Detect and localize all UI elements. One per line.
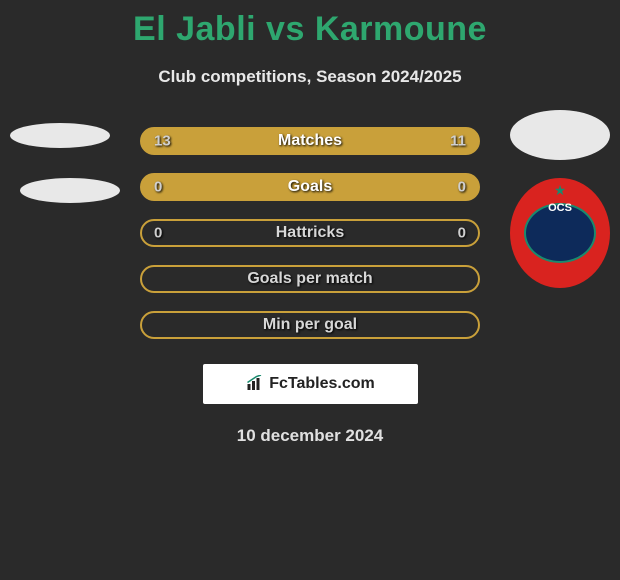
stat-row-matches: 13 Matches 11 — [140, 127, 480, 155]
stat-label: Goals per match — [247, 270, 372, 288]
stat-row-goals-per-match: Goals per match — [140, 265, 480, 293]
club-star-icon: ★ — [554, 182, 567, 199]
stat-label: Matches — [278, 132, 342, 150]
stat-row-hattricks: 0 Hattricks 0 — [140, 219, 480, 247]
vs-text: vs — [266, 10, 305, 48]
club-logo-ocs: ★ OCS — [510, 178, 610, 288]
stat-label: Min per goal — [263, 316, 357, 334]
stat-right-value: 0 — [458, 225, 466, 242]
brand-badge[interactable]: FcTables.com — [203, 364, 418, 404]
stat-right-value: 0 — [458, 179, 466, 196]
club-badge-text: OCS — [548, 202, 572, 214]
stat-row-min-per-goal: Min per goal — [140, 311, 480, 339]
player1-badge-placeholder-1 — [10, 123, 110, 148]
season-subtitle: Club competitions, Season 2024/2025 — [0, 67, 620, 87]
player2-badge-placeholder — [510, 110, 610, 160]
stat-left-value: 13 — [154, 133, 171, 150]
stat-right-value: 11 — [450, 133, 466, 150]
stat-left-value: 0 — [154, 225, 162, 242]
stat-row-goals: 0 Goals 0 — [140, 173, 480, 201]
stat-left-value: 0 — [154, 179, 162, 196]
player2-name: Karmoune — [315, 10, 487, 48]
brand-text: FcTables.com — [269, 375, 375, 393]
player1-name: El Jabli — [133, 10, 256, 48]
snapshot-date: 10 december 2024 — [0, 426, 620, 446]
stat-label: Goals — [288, 178, 332, 196]
bar-chart-icon — [245, 375, 265, 393]
comparison-title: El Jabli vs Karmoune — [0, 0, 620, 49]
stat-label: Hattricks — [276, 224, 344, 242]
player1-badge-placeholder-2 — [20, 178, 120, 203]
